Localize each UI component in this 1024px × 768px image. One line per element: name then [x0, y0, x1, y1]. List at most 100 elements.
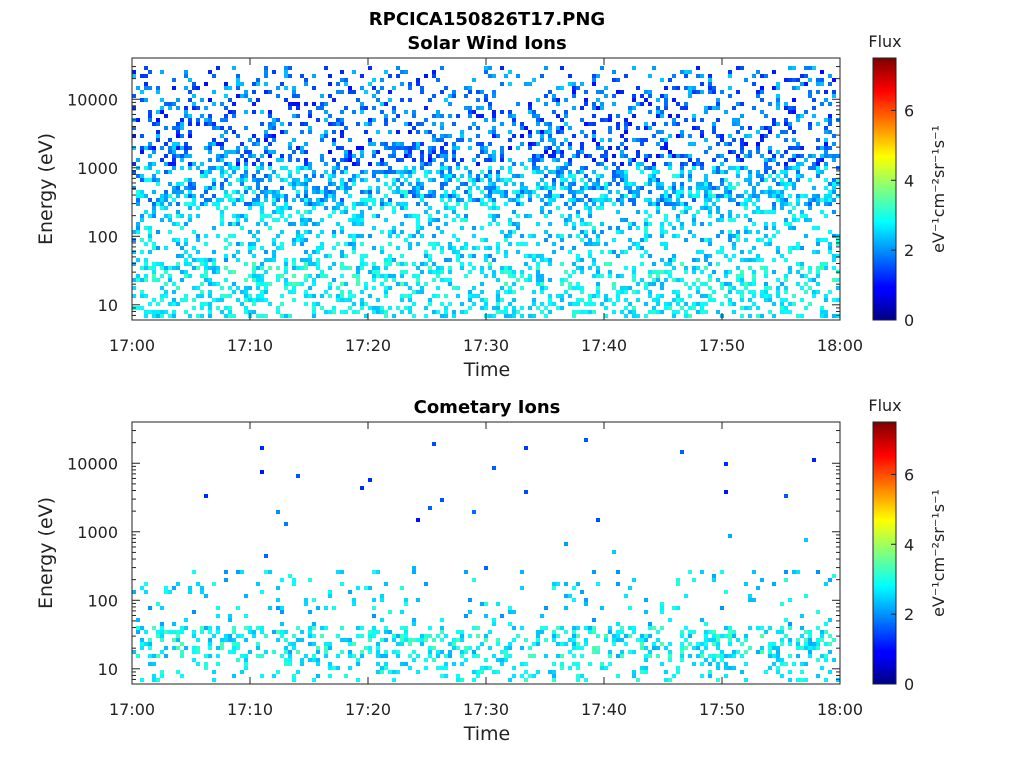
heatmap-cell	[500, 178, 504, 182]
heatmap-cell	[528, 254, 532, 258]
heatmap-cell	[800, 286, 804, 290]
heatmap-cell	[256, 230, 260, 234]
heatmap-cell	[828, 250, 832, 254]
heatmap-cell	[308, 634, 312, 638]
heatmap-cell	[792, 146, 796, 150]
heatmap-cell	[820, 630, 824, 634]
heatmap-cell	[764, 630, 768, 634]
heatmap-cell	[212, 126, 216, 130]
heatmap-cell	[500, 230, 504, 234]
heatmap-cell	[476, 634, 480, 638]
heatmap-cell	[600, 162, 604, 166]
heatmap-cell	[256, 294, 260, 298]
heatmap-cell	[244, 290, 248, 294]
heatmap-cell	[804, 646, 808, 650]
y-tick-label: 1000	[77, 523, 118, 542]
heatmap-cell	[824, 90, 828, 94]
heatmap-cell	[296, 146, 300, 150]
heatmap-cell	[532, 290, 536, 294]
heatmap-cell	[480, 146, 484, 150]
heatmap-cell	[404, 170, 408, 174]
heatmap-cell	[184, 110, 188, 114]
heatmap-cell	[388, 202, 392, 206]
heatmap-cell	[556, 306, 560, 310]
heatmap-cell	[340, 274, 344, 278]
heatmap-cell	[664, 86, 668, 90]
heatmap-cell	[376, 98, 380, 102]
heatmap-cell	[816, 626, 820, 630]
heatmap-cell	[364, 122, 368, 126]
heatmap-cell	[660, 310, 664, 314]
heatmap-cell	[540, 286, 544, 290]
heatmap-cell	[816, 226, 820, 230]
heatmap-cell	[188, 166, 192, 170]
heatmap-cell	[780, 170, 784, 174]
heatmap-cell	[432, 294, 436, 298]
heatmap-cell	[384, 630, 388, 634]
heatmap-cell	[700, 654, 704, 658]
heatmap-cell	[320, 270, 324, 274]
heatmap-cell	[732, 654, 736, 658]
heatmap-cell	[232, 234, 236, 238]
heatmap-cell	[800, 274, 804, 278]
heatmap-cell	[828, 182, 832, 186]
heatmap-cell	[200, 202, 204, 206]
heatmap-cell	[704, 282, 708, 286]
heatmap-cell	[560, 182, 564, 186]
heatmap-cell	[328, 214, 332, 218]
heatmap-cell	[772, 302, 776, 306]
heatmap-cell	[816, 266, 820, 270]
heatmap-cell	[740, 138, 744, 142]
heatmap-cell	[460, 218, 464, 222]
heatmap-cell	[428, 214, 432, 218]
heatmap-cell	[800, 154, 804, 158]
heatmap-cell	[176, 122, 180, 126]
heatmap-cell	[388, 166, 392, 170]
heatmap-cell	[728, 290, 732, 294]
heatmap-cell	[520, 202, 524, 206]
heatmap-cell	[356, 634, 360, 638]
heatmap-cell	[592, 310, 596, 314]
heatmap-cell	[348, 666, 352, 670]
heatmap-cell	[564, 594, 568, 598]
heatmap-cell	[572, 646, 576, 650]
heatmap-cell	[208, 98, 212, 102]
heatmap-cell	[692, 118, 696, 122]
heatmap-cell	[692, 266, 696, 270]
heatmap-cell	[492, 654, 496, 658]
heatmap-cell	[192, 658, 196, 662]
heatmap-cell	[256, 238, 260, 242]
heatmap-cell	[404, 282, 408, 286]
heatmap-cell	[800, 646, 804, 650]
heatmap-cell	[764, 74, 768, 78]
heatmap-cell	[600, 250, 604, 254]
heatmap-cell	[484, 94, 488, 98]
heatmap-cell	[684, 202, 688, 206]
heatmap-cell	[472, 678, 476, 682]
heatmap-cell	[448, 302, 452, 306]
heatmap-cell	[396, 142, 400, 146]
heatmap-cell	[828, 634, 832, 638]
heatmap-cell	[548, 130, 552, 134]
heatmap-cell	[208, 306, 212, 310]
heatmap-cell	[796, 242, 800, 246]
heatmap-cell	[816, 138, 820, 142]
heatmap-cell	[824, 186, 828, 190]
heatmap-cell	[152, 178, 156, 182]
heatmap-cell	[348, 186, 352, 190]
heatmap-cell	[376, 630, 380, 634]
heatmap-cell	[316, 662, 320, 666]
heatmap-cell	[816, 646, 820, 650]
heatmap-cell	[604, 118, 608, 122]
heatmap-cell	[504, 254, 508, 258]
heatmap-cell	[336, 298, 340, 302]
heatmap-cell	[824, 142, 828, 146]
heatmap-cell	[292, 678, 296, 682]
heatmap-cell	[604, 150, 608, 154]
heatmap-cell	[256, 194, 260, 198]
heatmap-cell	[612, 178, 616, 182]
heatmap-cell	[432, 134, 436, 138]
heatmap-cell	[784, 166, 788, 170]
heatmap-cell	[544, 102, 548, 106]
heatmap-cell	[828, 290, 832, 294]
